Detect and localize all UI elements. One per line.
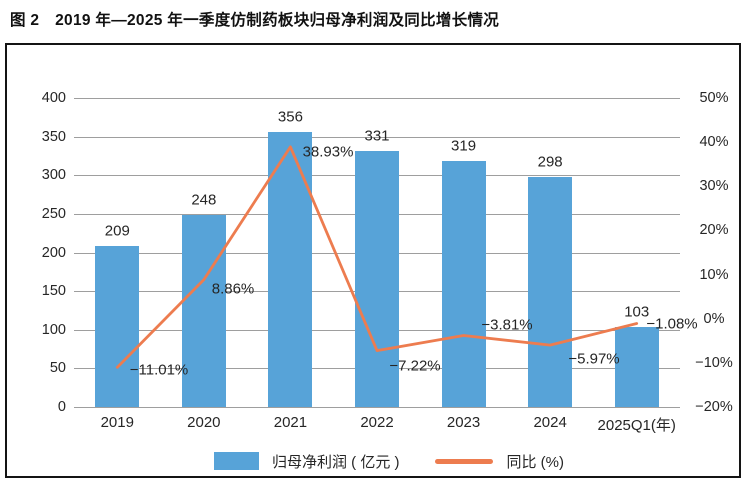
left-axis-tick-label: 50 bbox=[49, 360, 66, 377]
line-point-label: −7.22% bbox=[389, 357, 441, 375]
bar-value-label: 103 bbox=[624, 303, 650, 321]
right-axis-tick-label: 30% bbox=[699, 178, 729, 195]
right-axis-tick-label: 20% bbox=[699, 222, 729, 239]
line-point-label: −1.08% bbox=[646, 315, 698, 333]
chart-frame: 400 350 300 250 200 150 100 50 0 50% 40% 30% 20% 10%… bbox=[5, 43, 741, 478]
gridline bbox=[74, 98, 680, 99]
x-axis-tick-label: 2024 bbox=[533, 414, 567, 431]
legend-bar-swatch-icon bbox=[214, 452, 259, 470]
x-axis-tick-label: 2022 bbox=[360, 414, 394, 431]
left-axis-tick-label: 0 bbox=[57, 399, 66, 415]
right-axis-tick-label: 10% bbox=[699, 266, 729, 283]
line-series bbox=[115, 145, 639, 369]
bar bbox=[95, 245, 140, 407]
left-axis-tick-label: 250 bbox=[41, 205, 66, 222]
bar bbox=[355, 151, 399, 407]
left-axis-tick-label: 200 bbox=[41, 244, 66, 261]
x-axis-tick-label: 2020 bbox=[187, 414, 221, 431]
right-axis-tick-label: −10% bbox=[695, 354, 733, 371]
plot-area: 400 350 300 250 200 150 100 50 0 50% 40% 30% 20% 10%… bbox=[42, 90, 733, 434]
bar-value-label: 209 bbox=[104, 222, 130, 240]
line-point-label: 8.86% bbox=[211, 280, 255, 298]
x-axis-tick-label: 2019 bbox=[100, 414, 134, 431]
figure-title: 图 2 2019 年—2025 年一季度仿制药板块归母净利润及同比增长情况 bbox=[10, 12, 500, 29]
legend-line-label: 同比 (%) bbox=[506, 453, 565, 471]
gridline bbox=[74, 136, 680, 138]
left-axis-tick-label: 150 bbox=[41, 283, 66, 300]
legend-bar-label: 归母净利润 ( 亿元 ) bbox=[272, 453, 400, 471]
bar-value-label: 331 bbox=[364, 127, 390, 145]
x-axis-tick-label: 2021 bbox=[273, 414, 308, 431]
line-point-label: 38.93% bbox=[302, 143, 354, 161]
right-axis-tick-label: 50% bbox=[699, 90, 729, 106]
right-axis-tick-label: −20% bbox=[695, 399, 733, 415]
bar-value-label: 319 bbox=[451, 137, 477, 155]
bar-value-label: 356 bbox=[277, 108, 303, 126]
line-point-label: −11.01% bbox=[129, 361, 189, 379]
line-point-label: −3.81% bbox=[481, 316, 533, 334]
bar-value-label: 248 bbox=[191, 191, 217, 209]
right-axis-tick-label: 40% bbox=[699, 134, 729, 151]
bar bbox=[614, 327, 659, 407]
bar bbox=[268, 131, 313, 407]
bar bbox=[441, 160, 486, 407]
line-path bbox=[115, 145, 639, 369]
left-axis-tick-label: 100 bbox=[41, 321, 66, 338]
bar bbox=[528, 176, 573, 407]
bar bbox=[181, 215, 226, 407]
legend-line-swatch-icon bbox=[434, 458, 493, 464]
right-axis-tick-label: 0% bbox=[703, 310, 725, 327]
bar-value-label: 298 bbox=[537, 153, 563, 171]
left-axis-tick-label: 350 bbox=[41, 128, 66, 145]
gridline bbox=[74, 407, 680, 408]
left-axis-tick-label: 300 bbox=[41, 167, 66, 184]
line-point-label: −5.97% bbox=[568, 350, 620, 368]
x-axis-tick-label: 2025Q1(年) bbox=[597, 417, 676, 434]
x-axis-tick-label: 2023 bbox=[446, 414, 481, 431]
legend: 归母净利润 ( 亿元 ) 同比 (%) bbox=[214, 451, 564, 471]
left-axis-tick-label: 400 bbox=[41, 90, 66, 106]
